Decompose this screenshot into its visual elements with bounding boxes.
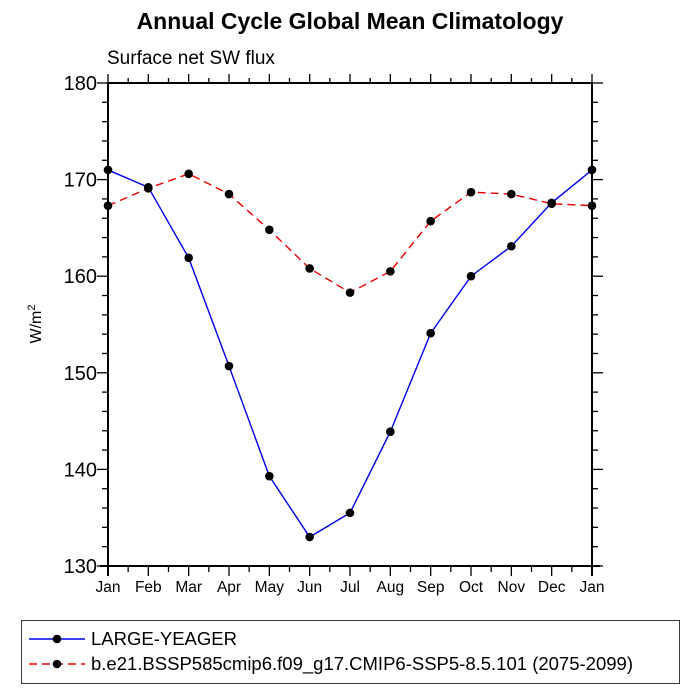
x-tick-label: Feb <box>135 579 162 596</box>
legend-entry-large-yeager: LARGE-YEAGER <box>28 628 237 650</box>
series-markers-1 <box>103 169 597 297</box>
legend-line-sample-solid-blue <box>29 634 85 644</box>
y-tick-label: 150 <box>64 363 97 385</box>
plot-frame <box>100 82 600 576</box>
y-tick-label: 140 <box>64 459 97 481</box>
x-tick-label: Aug <box>377 579 405 596</box>
legend-label: b.e21.BSSP585cmip6.f09_g17.CMIP6-SSP5-8.… <box>91 653 633 674</box>
x-tick-label: Sep <box>417 579 445 596</box>
x-tick-label: Apr <box>217 579 241 596</box>
y-tick-label: 180 <box>64 73 97 95</box>
x-tick-label: Jun <box>297 579 322 596</box>
x-axis-ticks: Jan Feb Mar Apr May Jun Jul Aug Sep Oct Nov Dec Jan <box>96 74 605 596</box>
x-tick-label: Jan <box>96 579 121 596</box>
series-line-1 <box>107 173 593 294</box>
x-tick-label: Jan <box>580 579 605 596</box>
y-tick-label: 160 <box>64 266 97 288</box>
chart-subtitle: Surface net SW flux <box>107 48 275 69</box>
y-axis-ticks: 130 140 150 160 170 180 <box>64 73 603 578</box>
chart-title: Annual Cycle Global Mean Climatology <box>136 8 564 34</box>
legend-entry-model-run: b.e21.BSSP585cmip6.f09_g17.CMIP6-SSP5-8.… <box>28 653 633 675</box>
x-tick-label: May <box>255 579 285 596</box>
series-markers-0 <box>103 165 597 542</box>
y-tick-label: 170 <box>64 170 97 192</box>
legend-label: LARGE-YEAGER <box>91 628 237 649</box>
y-tick-label: 130 <box>64 556 97 578</box>
legend-box: LARGE-YEAGER b.e21.BSSP585cmip6.f09_g17.… <box>21 620 680 684</box>
x-tick-label: Mar <box>175 579 202 596</box>
series-line-0 <box>107 169 593 538</box>
x-tick-label: Jul <box>340 579 360 596</box>
legend-line-sample-dashed-red <box>29 659 85 669</box>
x-tick-label: Oct <box>459 579 484 596</box>
x-tick-label: Dec <box>538 579 566 596</box>
x-tick-label: Nov <box>498 579 526 596</box>
